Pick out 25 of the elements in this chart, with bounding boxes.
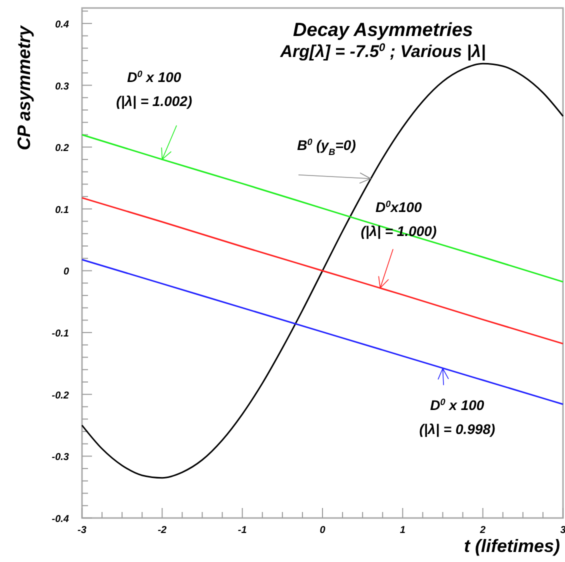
line-series bbox=[81, 134, 564, 283]
x-tick-label: -2 bbox=[158, 525, 168, 536]
annotation: D$^{0}$ x 100 (|λ| = 0.998) bbox=[419, 396, 496, 437]
y-tick-label: -0.3 bbox=[52, 452, 70, 464]
x-tick-label: 0 bbox=[320, 525, 326, 536]
x-tick-label: -3 bbox=[78, 525, 87, 536]
y-tick-label: -0.4 bbox=[52, 514, 70, 525]
y-axis-title: CP asymmetry bbox=[14, 24, 34, 150]
y-tick-label: -0.2 bbox=[52, 390, 70, 402]
text: Arg[λ] = -7.5$^{0}$ ; Various |λ| bbox=[279, 42, 486, 61]
x-tick-label: 1 bbox=[400, 525, 406, 536]
annotation: B$^{0}$ (y$_{B}$=0) bbox=[297, 137, 356, 158]
line-series bbox=[81, 197, 564, 344]
y-tick-label: 0 bbox=[63, 266, 70, 278]
line-series bbox=[81, 62, 564, 479]
y-tick-label: -0.1 bbox=[52, 328, 70, 340]
y-tick-label: 0.4 bbox=[55, 19, 70, 30]
x-tick-label: 2 bbox=[479, 525, 486, 536]
y-tick-label: 0.1 bbox=[55, 204, 70, 216]
x-tick-label: -1 bbox=[238, 525, 248, 536]
x-axis-title: t (lifetimes) bbox=[464, 536, 560, 556]
y-tick-label: 0.3 bbox=[55, 81, 70, 92]
annotation: D$^{0}$ x 100 (|λ| = 1.002) bbox=[116, 69, 192, 110]
text: Decay Asymmetries bbox=[293, 20, 473, 41]
y-tick-label: 0.2 bbox=[55, 143, 70, 154]
